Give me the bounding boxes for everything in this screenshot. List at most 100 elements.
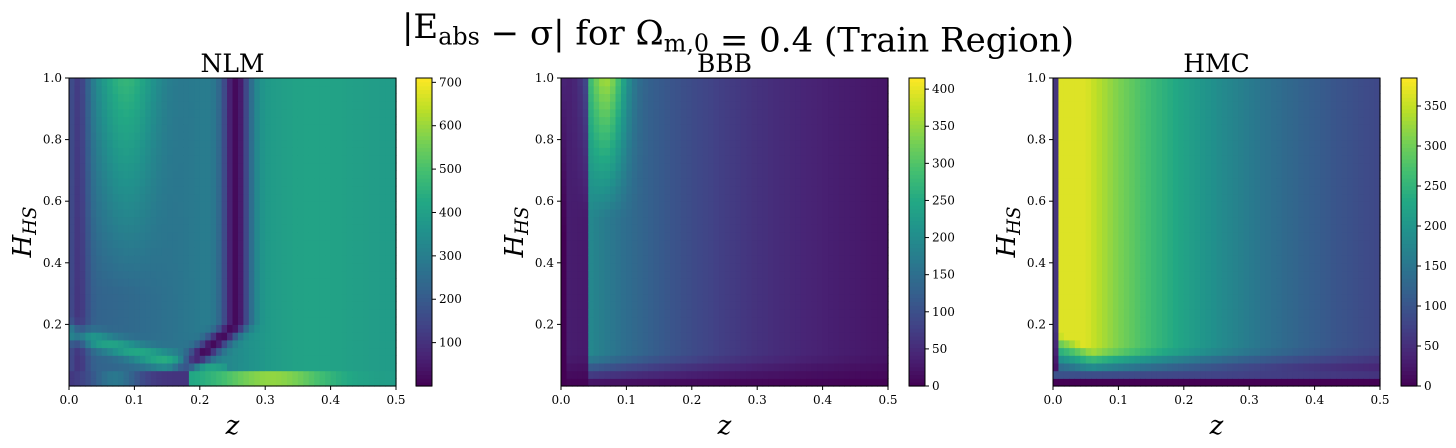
heatmap-cell bbox=[238, 301, 244, 309]
heatmap-cell bbox=[385, 78, 391, 86]
heatmap-cell bbox=[648, 109, 654, 117]
heatmap-cell bbox=[222, 93, 228, 101]
heatmap-cell bbox=[331, 348, 337, 356]
heatmap-cell bbox=[632, 240, 638, 248]
heatmap-cell bbox=[861, 371, 867, 379]
heatmap-cell bbox=[774, 78, 780, 86]
heatmap-cell bbox=[588, 247, 594, 255]
heatmap-cell bbox=[189, 317, 195, 325]
heatmap-cell bbox=[730, 332, 736, 340]
heatmap-cell bbox=[654, 286, 660, 294]
heatmap-cell bbox=[222, 224, 228, 232]
heatmap-cell bbox=[233, 263, 239, 271]
heatmap-cell bbox=[352, 309, 358, 317]
heatmap-cell bbox=[839, 78, 845, 86]
heatmap-cell bbox=[145, 178, 151, 186]
heatmap-cell bbox=[779, 140, 785, 148]
heatmap-cell bbox=[763, 117, 769, 125]
heatmap-cell bbox=[626, 194, 632, 202]
heatmap-cell bbox=[162, 101, 168, 109]
heatmap-cell bbox=[817, 224, 823, 232]
heatmap-cell bbox=[254, 332, 260, 340]
heatmap-cell bbox=[80, 348, 86, 356]
heatmap-cell bbox=[588, 324, 594, 332]
heatmap-cell bbox=[124, 286, 130, 294]
heatmap-cell bbox=[118, 340, 124, 348]
heatmap-cell bbox=[352, 278, 358, 286]
heatmap-cell bbox=[572, 378, 578, 386]
heatmap-cell bbox=[610, 301, 616, 309]
heatmap-cell bbox=[336, 147, 342, 155]
heatmap-cell bbox=[380, 278, 386, 286]
heatmap-cell bbox=[140, 286, 146, 294]
heatmap-cell bbox=[303, 317, 309, 325]
heatmap-cell bbox=[298, 263, 304, 271]
heatmap-cell bbox=[167, 93, 173, 101]
heatmap-cell bbox=[654, 86, 660, 94]
heatmap-cell bbox=[572, 271, 578, 279]
heatmap-cell bbox=[96, 263, 102, 271]
heatmap-cell bbox=[817, 194, 823, 202]
heatmap-cell bbox=[665, 209, 671, 217]
heatmap-cell bbox=[91, 263, 97, 271]
heatmap-cell bbox=[697, 217, 703, 225]
heatmap-cell bbox=[233, 363, 239, 371]
colorbar-step bbox=[416, 351, 432, 355]
heatmap-cell bbox=[866, 224, 872, 232]
heatmap-cell bbox=[222, 271, 228, 279]
heatmap-cell bbox=[298, 170, 304, 178]
heatmap-cell bbox=[708, 348, 714, 356]
heatmap-cell bbox=[102, 109, 108, 117]
colorbar-step bbox=[416, 82, 432, 86]
heatmap-cell bbox=[692, 371, 698, 379]
heatmap-cell bbox=[363, 186, 369, 194]
heatmap-cell bbox=[363, 194, 369, 202]
heatmap-cell bbox=[610, 317, 616, 325]
heatmap-cell bbox=[779, 255, 785, 263]
heatmap-cell bbox=[855, 224, 861, 232]
heatmap-cell bbox=[282, 170, 288, 178]
heatmap-cell bbox=[96, 271, 102, 279]
heatmap-cell bbox=[227, 163, 233, 171]
heatmap-cell bbox=[583, 255, 589, 263]
heatmap-cell bbox=[648, 348, 654, 356]
heatmap-cell bbox=[806, 371, 812, 379]
heatmap-cell bbox=[659, 170, 665, 178]
heatmap-cell bbox=[167, 209, 173, 217]
heatmap-cell bbox=[134, 232, 140, 240]
colorbar-tick-label: 200 bbox=[439, 292, 462, 306]
heatmap-cell bbox=[665, 155, 671, 163]
heatmap-cell bbox=[637, 163, 643, 171]
heatmap-cell bbox=[681, 301, 687, 309]
heatmap-cell bbox=[844, 371, 850, 379]
heatmap-cell bbox=[243, 255, 249, 263]
heatmap-cell bbox=[746, 117, 752, 125]
heatmap-cell bbox=[621, 209, 627, 217]
heatmap-cell bbox=[118, 309, 124, 317]
heatmap-cell bbox=[872, 294, 878, 302]
heatmap-cell bbox=[725, 147, 731, 155]
heatmap-cell bbox=[309, 86, 315, 94]
heatmap-cell bbox=[162, 186, 168, 194]
heatmap-cell bbox=[844, 294, 850, 302]
heatmap-cell bbox=[80, 155, 86, 163]
colorbar-step bbox=[416, 313, 432, 317]
heatmap-cell bbox=[746, 209, 752, 217]
colorbar-step bbox=[416, 244, 432, 248]
heatmap-cell bbox=[774, 309, 780, 317]
heatmap-cell bbox=[866, 78, 872, 86]
heatmap-cell bbox=[610, 378, 616, 386]
heatmap-cell bbox=[616, 124, 622, 132]
heatmap-cell bbox=[205, 170, 211, 178]
heatmap-cell bbox=[352, 217, 358, 225]
heatmap-cell bbox=[298, 247, 304, 255]
heatmap-cell bbox=[320, 294, 326, 302]
colorbar-step bbox=[416, 132, 432, 136]
heatmap-cell bbox=[124, 224, 130, 232]
heatmap-cell bbox=[292, 301, 298, 309]
heatmap-cell bbox=[779, 101, 785, 109]
heatmap-cell bbox=[151, 163, 157, 171]
heatmap-cell bbox=[686, 217, 692, 225]
heatmap-cell bbox=[151, 101, 157, 109]
heatmap-cell bbox=[719, 194, 725, 202]
